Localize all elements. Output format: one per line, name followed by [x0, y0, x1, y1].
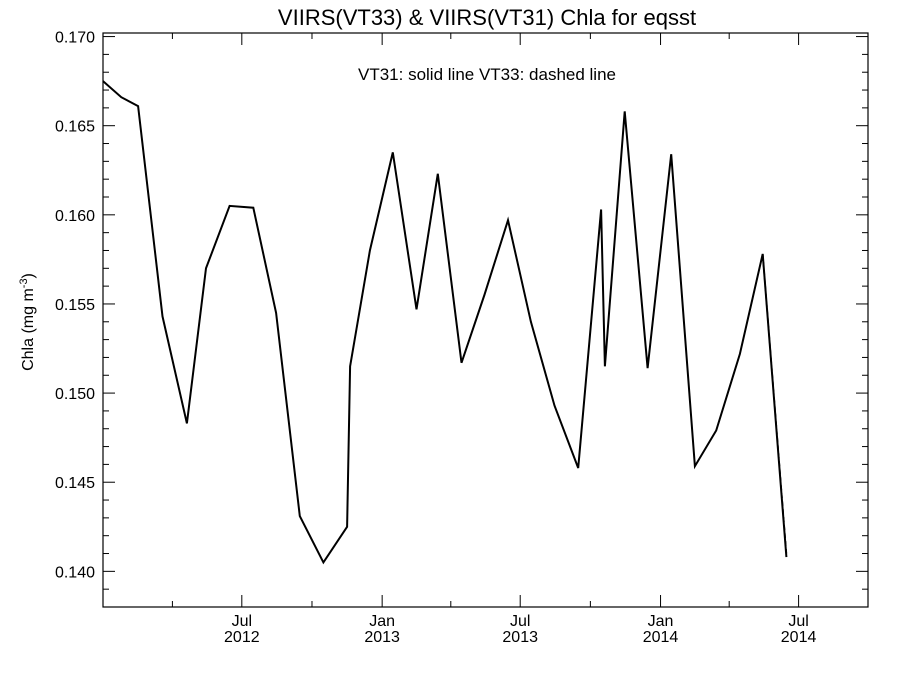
x-tick-month: Jan: [369, 613, 395, 630]
y-tick-label: 0.145: [55, 475, 95, 492]
x-tick-month: Jul: [232, 613, 252, 630]
y-axis-label-main: Chla (mg m: [20, 288, 37, 371]
series-layer: [102, 80, 788, 565]
axes: 0.1400.1450.1500.1550.1600.1650.170Jul20…: [55, 30, 869, 646]
x-tick-year: 2013: [502, 629, 538, 646]
x-tick-year: 2014: [643, 629, 679, 646]
y-tick-label: 0.165: [55, 119, 95, 136]
y-axis-label-close: ): [20, 273, 37, 278]
series-line-vt31: [102, 80, 788, 565]
x-tick-month: Jul: [788, 613, 808, 630]
y-tick-label: 0.150: [55, 386, 95, 403]
x-tick-year: 2013: [364, 629, 400, 646]
x-tick-year: 2012: [224, 629, 260, 646]
chart-title: VIIRS(VT33) & VIIRS(VT31) Chla for eqsst: [278, 5, 696, 30]
plot-frame: [102, 32, 869, 608]
y-tick-label: 0.155: [55, 297, 95, 314]
legend-annotation: VT31: solid line VT33: dashed line: [358, 65, 616, 84]
y-tick-label: 0.140: [55, 564, 95, 581]
y-tick-label: 0.160: [55, 208, 95, 225]
y-tick-label: 0.170: [55, 30, 95, 47]
x-tick-year: 2014: [781, 629, 817, 646]
x-tick-month: Jan: [648, 613, 674, 630]
y-axis-label: Chla (mg m-3): [18, 273, 37, 371]
x-tick-month: Jul: [510, 613, 530, 630]
y-axis-label-exponent: -3: [18, 278, 30, 288]
